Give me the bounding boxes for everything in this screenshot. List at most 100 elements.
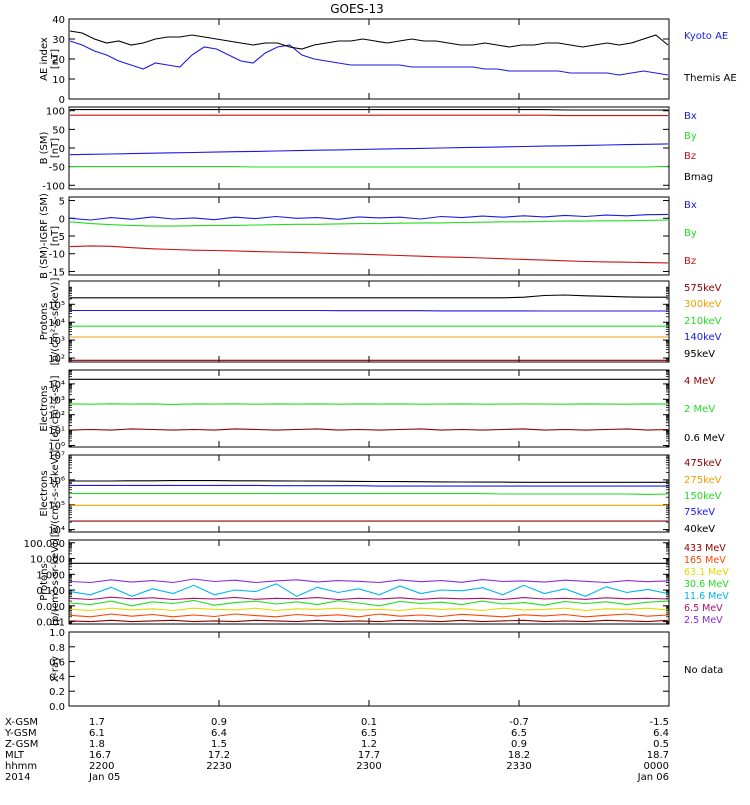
y-axis-label: [p/(cm²-s-sr-keV)] bbox=[50, 278, 61, 366]
series-line-140keV bbox=[70, 311, 668, 312]
orbit-footer: X-GSMY-GSMZ-GSMMLThhmm20141.76.11.816.72… bbox=[4, 717, 669, 783]
footer-cell: 1.2 bbox=[361, 739, 377, 750]
legend-entry: Bx bbox=[684, 200, 697, 211]
y-tick-label: -50 bbox=[49, 163, 65, 174]
legend-entry: 4 MeV bbox=[684, 376, 715, 387]
legend-entry: 275keV bbox=[684, 475, 722, 486]
y-tick-label: 50 bbox=[52, 125, 65, 136]
footer-cell: Jan 06 bbox=[637, 772, 669, 783]
panel-frame bbox=[69, 281, 669, 362]
footer-cell: 1.7 bbox=[89, 717, 105, 728]
footer-cell: -1.5 bbox=[649, 717, 669, 728]
legend-entry: 210keV bbox=[684, 316, 722, 327]
series-line-Bx bbox=[70, 214, 668, 220]
footer-cell: 6.5 bbox=[511, 728, 527, 739]
legend-entry: By bbox=[684, 131, 697, 142]
panel-frame bbox=[69, 197, 669, 275]
legend-entry: Bz bbox=[684, 151, 696, 162]
series-line-By bbox=[70, 220, 668, 226]
footer-cell: 0.9 bbox=[511, 739, 527, 750]
y-axis-label: Electrons bbox=[39, 470, 50, 516]
legend-entry: 75keV bbox=[684, 507, 715, 518]
series-line-63.1-MeV bbox=[70, 608, 668, 610]
footer-row-label: Z-GSM bbox=[5, 739, 38, 750]
legend-entry: 165 MeV bbox=[684, 555, 726, 566]
footer-cell: Jan 05 bbox=[88, 772, 120, 783]
panel-frame bbox=[69, 19, 669, 99]
legend-entry: Themis AE bbox=[683, 73, 737, 84]
y-axis-label: [nT] bbox=[50, 138, 61, 158]
no-data-note: No data bbox=[684, 665, 723, 676]
y-tick-label: 40 bbox=[52, 15, 65, 26]
panel-electrons2: 10⁴10⁵10⁶10⁷Electrons[e/(cm²-s-sr-keV)]4… bbox=[39, 450, 722, 538]
y-tick-label: 0.8 bbox=[49, 643, 65, 654]
footer-cell: 16.7 bbox=[89, 750, 111, 761]
legend-entry: 140keV bbox=[684, 332, 722, 343]
footer-row-label: hhmm bbox=[5, 761, 37, 772]
panel-protons1: 10²10³10⁴10⁵Protons[p/(cm²-s-sr-keV)]575… bbox=[39, 278, 722, 366]
legend-entry: 6.5 MeV bbox=[684, 603, 723, 614]
legend-entry: 2 MeV bbox=[684, 404, 715, 415]
y-axis-label: Protons bbox=[39, 303, 50, 340]
legend-entry: 95keV bbox=[684, 349, 715, 360]
y-axis-label: [e/(cm²-s-sr-keV)] bbox=[50, 450, 61, 538]
footer-row-label: X-GSM bbox=[5, 717, 38, 728]
legend-entry: 300keV bbox=[684, 299, 722, 310]
footer-cell: 17.2 bbox=[208, 750, 230, 761]
footer-cell: 2200 bbox=[89, 761, 114, 772]
y-axis-label: [nT] bbox=[50, 226, 61, 246]
y-tick-label: -15 bbox=[49, 267, 65, 278]
panel-electrons1: 10⁰10¹10²10³10⁴Electrons[e/(cm²-s-sr)]4 … bbox=[39, 370, 725, 453]
footer-cell: 6.4 bbox=[211, 728, 227, 739]
series-line-75keV bbox=[70, 485, 668, 486]
footer-cell: 2330 bbox=[506, 761, 531, 772]
y-axis-label: B (SM) bbox=[39, 131, 50, 164]
y-axis-label: [e/(cm²-s-sr)] bbox=[50, 375, 61, 441]
footer-cell: 6.5 bbox=[361, 728, 377, 739]
y-tick-label: 5 bbox=[59, 197, 65, 208]
y-axis-label: [p/(cm²-s-sr-keV)] bbox=[50, 538, 61, 626]
y-tick-label: 0 bbox=[59, 95, 65, 106]
footer-cell: 1.8 bbox=[89, 739, 105, 750]
footer-cell: 0000 bbox=[644, 761, 669, 772]
legend-entry: 0.6 MeV bbox=[684, 433, 725, 444]
series-line-165-MeV bbox=[70, 614, 668, 617]
footer-cell: 1.5 bbox=[211, 739, 227, 750]
footer-cell: 2300 bbox=[356, 761, 381, 772]
series-line-4-MeV bbox=[70, 429, 668, 430]
legend-entry: 433 MeV bbox=[684, 543, 726, 554]
y-tick-label: 100 bbox=[46, 107, 65, 118]
y-tick-label: 0.0 bbox=[49, 702, 65, 713]
footer-cell: 0.9 bbox=[211, 717, 227, 728]
series-line-2.5-MeV bbox=[70, 579, 668, 583]
panel-frame bbox=[69, 632, 669, 706]
series-line-30.6-MeV bbox=[70, 600, 668, 605]
panel-frame bbox=[69, 370, 669, 447]
y-tick-label: -100 bbox=[42, 181, 65, 192]
series-line-95keV bbox=[70, 295, 668, 298]
y-axis-label: [nT] bbox=[50, 49, 61, 69]
legend-entry: 475keV bbox=[684, 458, 722, 469]
series-line-11.6-MeV bbox=[70, 584, 668, 597]
y-axis-label: B (SM)-IGRF (SM) bbox=[39, 193, 50, 279]
footer-cell: 0.1 bbox=[361, 717, 377, 728]
legend-entry: 40keV bbox=[684, 524, 715, 535]
footer-row-label: MLT bbox=[5, 750, 25, 761]
series-line-Bx bbox=[70, 144, 668, 155]
panel-protons2: 0.0010.0100.1001.00010.000100.000Protons… bbox=[24, 538, 730, 629]
legend-entry: Bx bbox=[684, 111, 697, 122]
y-axis-label: Electrons bbox=[39, 385, 50, 431]
legend-entry: By bbox=[684, 228, 697, 239]
y-tick-label: 0.2 bbox=[49, 687, 65, 698]
footer-cell: 18.7 bbox=[647, 750, 669, 761]
legend-entry: Kyoto AE bbox=[684, 31, 728, 42]
legend-entry: Bz bbox=[684, 256, 696, 267]
series-line-150keV bbox=[70, 494, 668, 495]
y-axis-label: Protons bbox=[39, 563, 50, 600]
chart-title: GOES-13 bbox=[330, 2, 384, 16]
